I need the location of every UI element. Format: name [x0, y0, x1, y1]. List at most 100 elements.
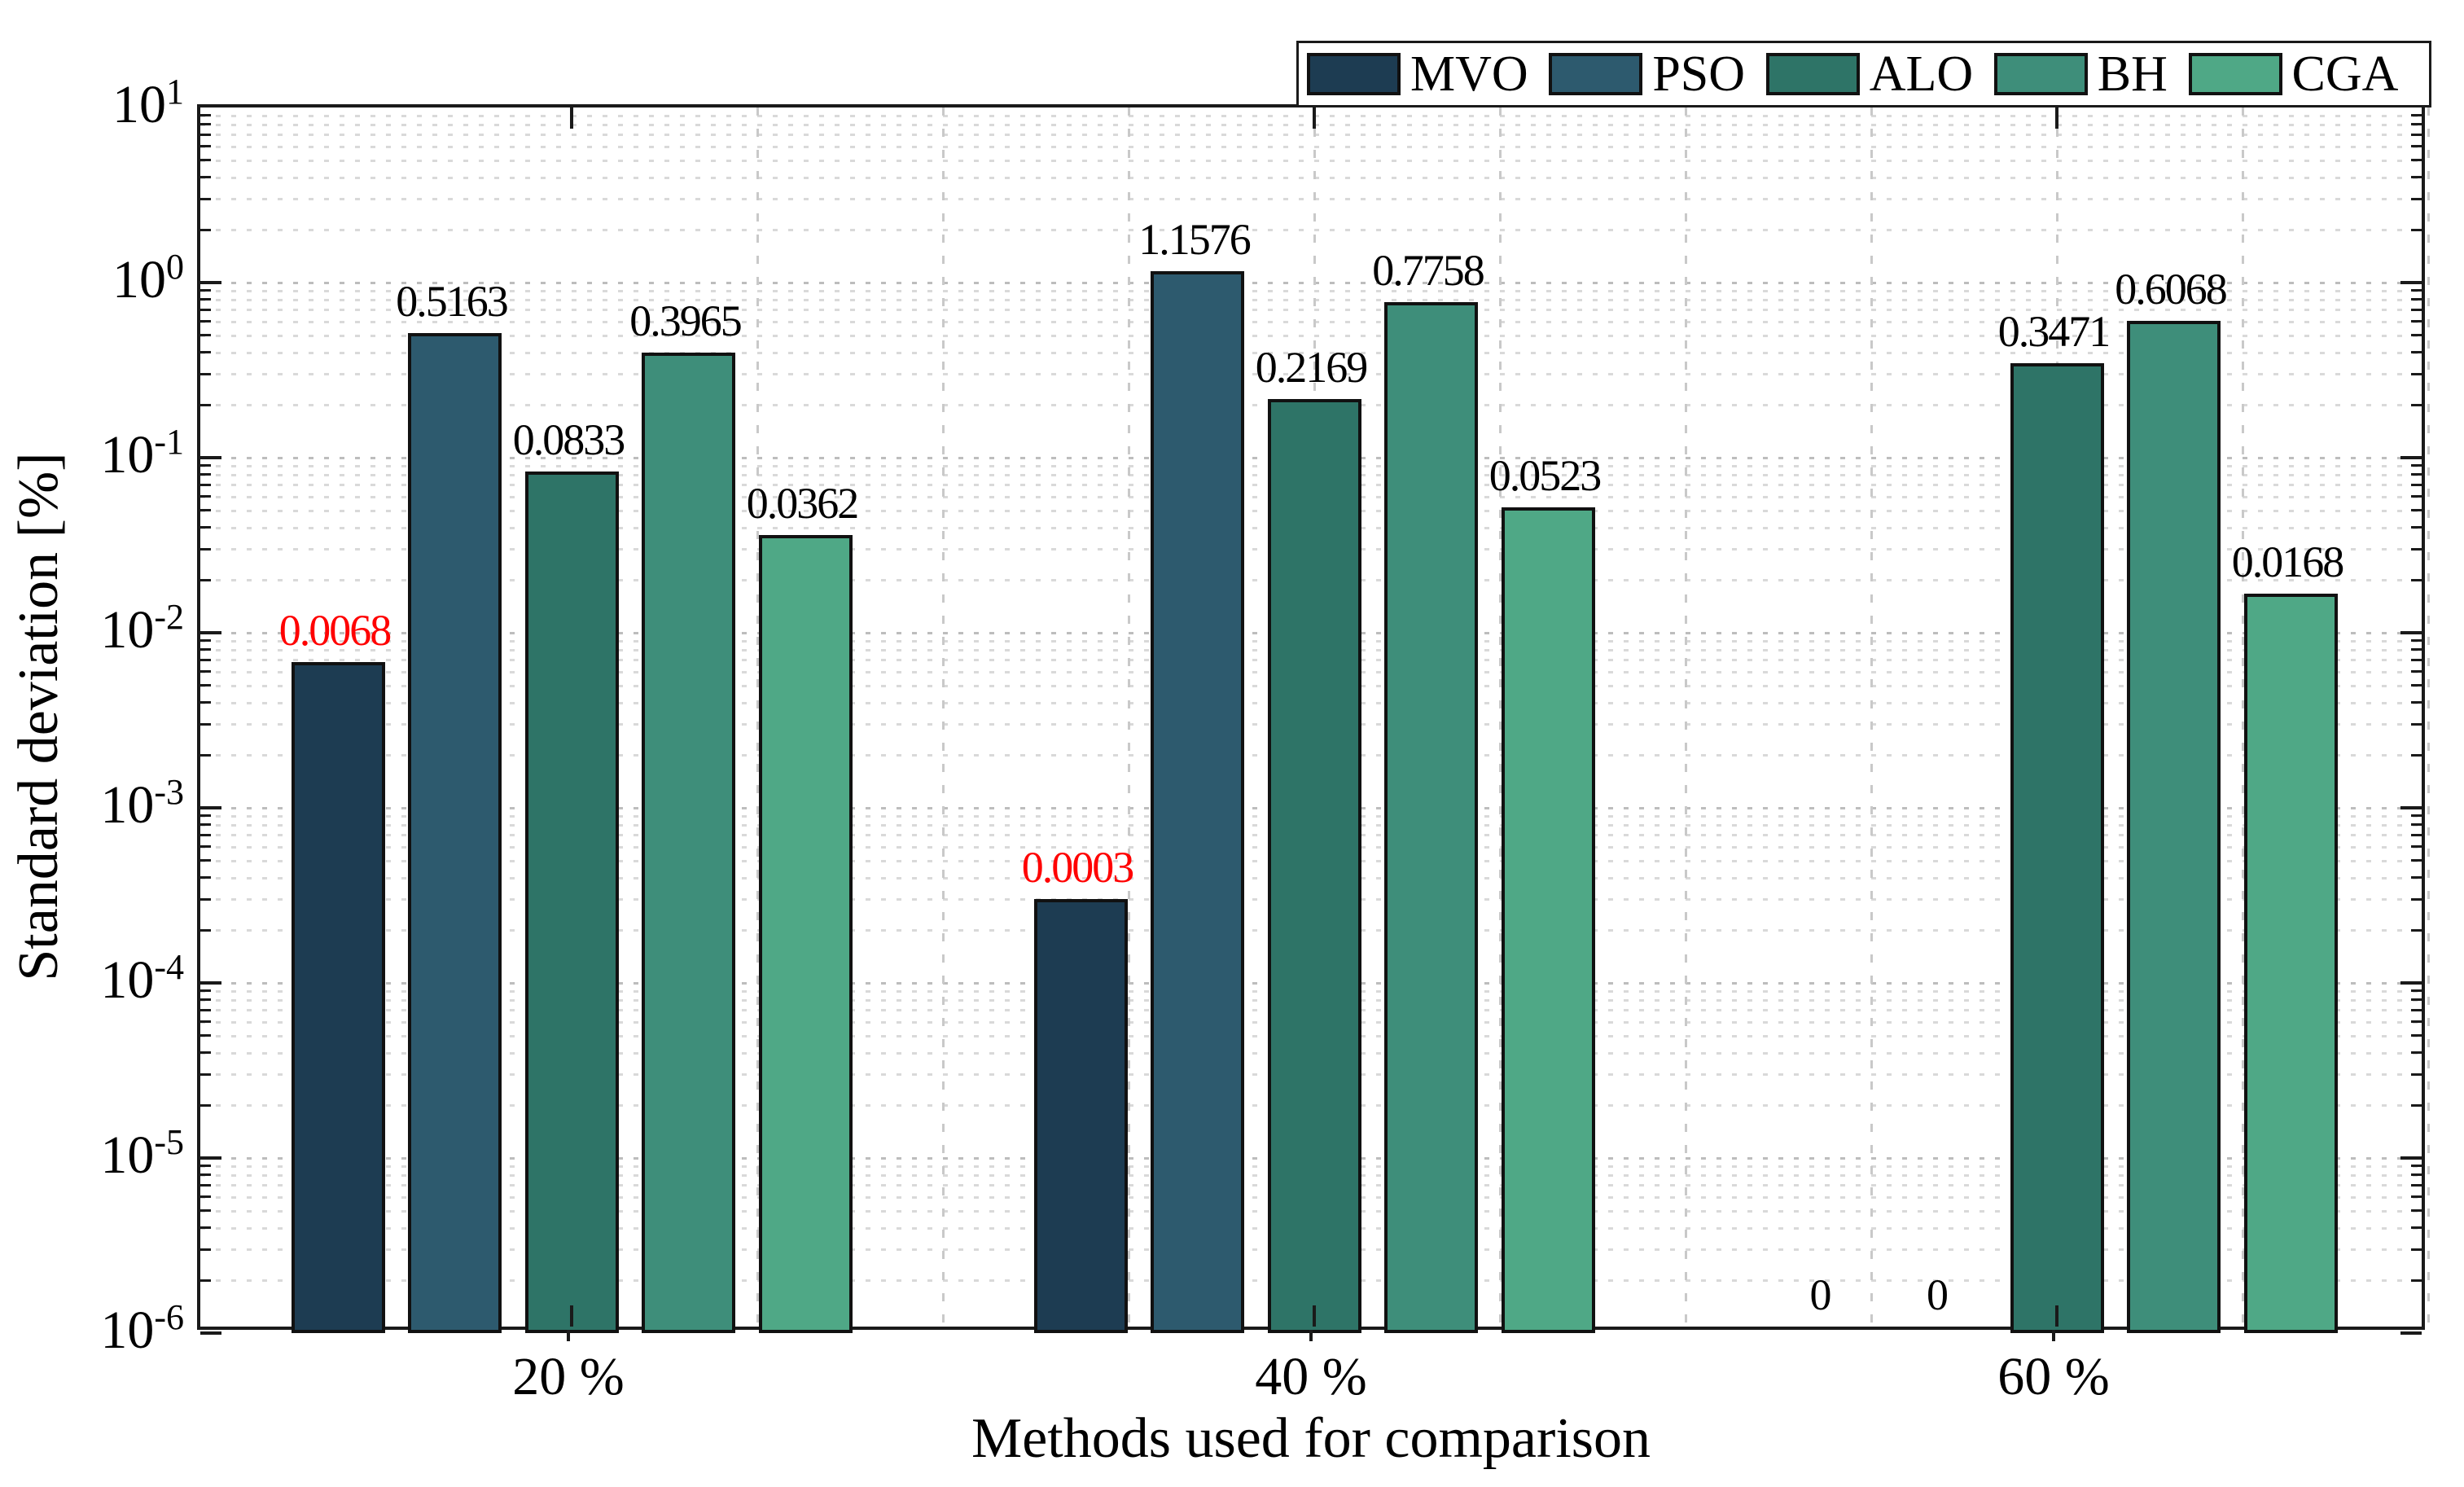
x-tick	[570, 1305, 573, 1327]
y-tick	[200, 1072, 211, 1076]
y-minor-gridline	[200, 309, 2422, 312]
y-tick	[200, 1173, 211, 1177]
y-tick	[200, 981, 221, 985]
bar-value-label: 0.3965	[629, 296, 743, 346]
x-axis-title: Methods used for comparison	[971, 1407, 1651, 1470]
y-tick	[200, 1165, 211, 1168]
y-tick-label: 100	[112, 247, 184, 310]
x-tick-outer	[1309, 1330, 1313, 1341]
y-tick	[200, 1209, 211, 1213]
x-minor-gridline	[1685, 107, 1687, 1327]
y-tick	[200, 1183, 211, 1187]
bar-mvo-20%	[291, 662, 385, 1333]
y-minor-gridline	[200, 373, 2422, 376]
y-tick	[200, 684, 211, 687]
y-tick	[200, 989, 211, 993]
y-tick	[200, 897, 211, 901]
y-tick	[2411, 1103, 2422, 1107]
x-tick-outer	[2052, 1330, 2055, 1341]
y-tick	[200, 833, 211, 836]
y-tick	[200, 547, 211, 550]
y-minor-gridline	[200, 159, 2422, 162]
y-tick	[2411, 123, 2422, 126]
y-tick	[200, 145, 211, 148]
y-tick	[200, 722, 211, 726]
y-minor-gridline	[200, 114, 2422, 117]
y-tick	[200, 670, 211, 673]
bar-value-label: 0.0523	[1488, 450, 1602, 500]
y-minor-gridline	[200, 123, 2422, 126]
x-minor-gridline	[2427, 107, 2430, 1327]
legend-label: PSO	[1652, 46, 1746, 102]
y-tick	[200, 806, 221, 809]
x-minor-gridline	[1870, 107, 1873, 1327]
y-tick	[200, 639, 211, 643]
y-tick	[2411, 998, 2422, 1002]
y-tick	[2400, 1331, 2422, 1335]
legend-entry-bh: BH	[1993, 49, 2189, 99]
y-minor-gridline	[200, 298, 2422, 301]
y-tick	[2411, 197, 2422, 200]
y-tick	[200, 1008, 211, 1011]
y-tick	[2411, 684, 2422, 687]
y-tick	[2411, 1195, 2422, 1199]
y-tick	[200, 320, 211, 323]
y-tick	[200, 1020, 211, 1024]
y-tick	[2411, 1034, 2422, 1037]
x-minor-gridline	[756, 107, 759, 1327]
y-tick	[200, 281, 221, 284]
plot-area	[197, 104, 2430, 1335]
y-tick	[200, 228, 211, 231]
y-tick	[200, 298, 211, 301]
y-tick	[2411, 1279, 2422, 1282]
y-tick-label: 10-5	[100, 1122, 184, 1186]
bar-bh-40%	[1384, 301, 1478, 1333]
y-tick	[200, 753, 211, 757]
y-tick	[2411, 897, 2422, 901]
legend: MVO PSO ALO BH CGA	[1296, 41, 2431, 107]
bar-cga-60%	[2243, 593, 2338, 1333]
y-tick	[2400, 281, 2422, 284]
y-tick	[2411, 334, 2422, 337]
y-tick	[2411, 928, 2422, 932]
y-tick	[2411, 473, 2422, 476]
bar-cga-40%	[1501, 507, 1595, 1333]
y-tick	[200, 701, 211, 704]
legend-label: CGA	[2291, 46, 2399, 102]
bar-mvo-40%	[1033, 899, 1128, 1333]
y-tick	[2411, 495, 2422, 498]
y-tick	[200, 289, 211, 292]
y-minor-gridline	[200, 351, 2422, 354]
y-tick	[2411, 1165, 2422, 1168]
y-tick	[2411, 1209, 2422, 1213]
y-tick	[2400, 631, 2422, 634]
x-tick	[2055, 107, 2058, 129]
y-tick	[2411, 648, 2422, 651]
y-tick	[200, 351, 211, 354]
bar-bh-60%	[2127, 320, 2221, 1333]
x-tick	[570, 107, 573, 129]
legend-label: ALO	[1869, 46, 1974, 102]
bar-value-label: 0.0068	[278, 606, 392, 655]
y-tick	[200, 483, 211, 486]
y-tick	[2411, 859, 2422, 862]
y-tick	[200, 456, 221, 459]
y-tick	[200, 308, 211, 311]
y-tick	[2411, 547, 2422, 550]
y-tick	[200, 334, 211, 337]
y-tick	[200, 1034, 211, 1037]
y-tick	[200, 814, 211, 818]
y-tick	[2411, 483, 2422, 486]
y-tick-label: 10-4	[100, 947, 184, 1011]
bar-value-label: 0.0003	[1021, 843, 1135, 893]
bar-value-label: 0	[1927, 1270, 1949, 1319]
bar-cga-20%	[758, 534, 853, 1333]
x-minor-gridline	[1499, 107, 1502, 1327]
y-tick	[2411, 753, 2422, 757]
y-tick	[200, 631, 221, 634]
bar-alo-60%	[2010, 362, 2104, 1333]
y-tick	[200, 1226, 211, 1230]
y-tick	[2411, 1008, 2422, 1011]
y-tick	[200, 526, 211, 529]
